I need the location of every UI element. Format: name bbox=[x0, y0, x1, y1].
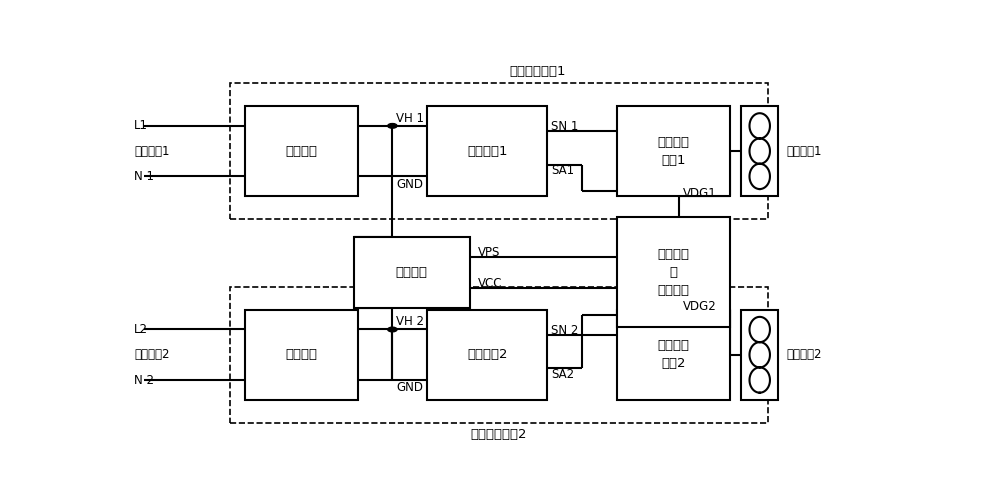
Text: 零火输入1: 零火输入1 bbox=[134, 145, 170, 158]
Text: 脱扣线圈
驱动1: 脱扣线圈 驱动1 bbox=[657, 136, 689, 167]
Circle shape bbox=[388, 124, 397, 128]
FancyBboxPatch shape bbox=[427, 106, 547, 196]
Text: 脱扣线圈1: 脱扣线圈1 bbox=[786, 145, 822, 158]
FancyBboxPatch shape bbox=[354, 237, 470, 308]
Text: SN 1: SN 1 bbox=[551, 120, 579, 133]
Text: VH 2: VH 2 bbox=[396, 315, 424, 328]
Text: 输入检测2: 输入检测2 bbox=[467, 348, 508, 361]
FancyBboxPatch shape bbox=[741, 106, 778, 196]
Text: N 2: N 2 bbox=[134, 374, 154, 387]
Text: 脱扣线圈2: 脱扣线圈2 bbox=[786, 348, 822, 361]
Text: 电源产生: 电源产生 bbox=[396, 265, 428, 278]
Text: 脱扣线圈
驱动2: 脱扣线圈 驱动2 bbox=[657, 339, 689, 370]
Text: 信号处理
与
栅极驱动: 信号处理 与 栅极驱动 bbox=[657, 248, 689, 297]
Text: 零火输入2: 零火输入2 bbox=[134, 348, 170, 361]
FancyBboxPatch shape bbox=[245, 309, 358, 400]
Text: GND: GND bbox=[396, 178, 423, 191]
Text: 分励脱扣通道2: 分励脱扣通道2 bbox=[471, 428, 527, 441]
Text: L2: L2 bbox=[134, 323, 148, 336]
Text: VCC: VCC bbox=[478, 277, 502, 290]
Text: GND: GND bbox=[396, 381, 423, 394]
Text: SN 2: SN 2 bbox=[551, 324, 579, 337]
Text: VPS: VPS bbox=[478, 246, 500, 259]
Text: 分励脱扣通道1: 分励脱扣通道1 bbox=[509, 65, 566, 78]
Text: 滤波整流: 滤波整流 bbox=[285, 145, 317, 158]
Text: 滤波整流: 滤波整流 bbox=[285, 348, 317, 361]
FancyBboxPatch shape bbox=[617, 309, 730, 400]
Text: L1: L1 bbox=[134, 119, 148, 132]
Circle shape bbox=[388, 327, 397, 332]
Text: N 1: N 1 bbox=[134, 170, 154, 183]
FancyBboxPatch shape bbox=[427, 309, 547, 400]
Text: SA2: SA2 bbox=[551, 368, 574, 381]
Text: SA1: SA1 bbox=[551, 164, 574, 177]
FancyBboxPatch shape bbox=[617, 106, 730, 196]
Text: 输入检测1: 输入检测1 bbox=[467, 145, 508, 158]
Text: VH 1: VH 1 bbox=[396, 112, 424, 125]
FancyBboxPatch shape bbox=[741, 309, 778, 400]
Text: VDG2: VDG2 bbox=[683, 300, 717, 313]
Text: VDG1: VDG1 bbox=[683, 187, 717, 200]
FancyBboxPatch shape bbox=[617, 218, 730, 327]
FancyBboxPatch shape bbox=[245, 106, 358, 196]
